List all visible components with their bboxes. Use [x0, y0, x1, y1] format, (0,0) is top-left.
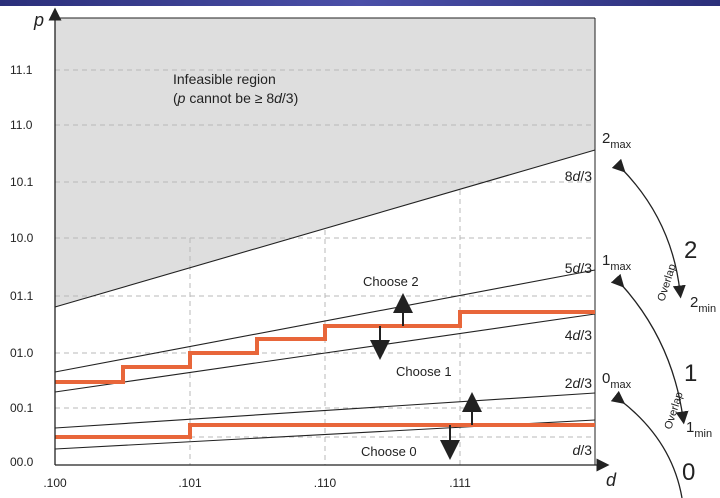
label-8d3: 8d/3: [565, 168, 592, 184]
bound-2max: 2max: [602, 130, 632, 151]
overlap-arc-1: [610, 273, 689, 425]
choose-2-label: Choose 2: [363, 274, 419, 289]
line-2d3: [54, 392, 596, 429]
choose-1-label: Choose 1: [396, 364, 452, 379]
overlap-arc-0: [610, 390, 683, 498]
line-8d3: [54, 149, 596, 308]
x-tick: .111: [449, 476, 471, 490]
staircase-upper: [55, 310, 595, 384]
y-tick: 10.1: [10, 175, 34, 189]
label-2d3: 2d/3: [565, 375, 592, 391]
y-tick: 11.1: [10, 63, 33, 77]
bound-2min: 2min: [690, 294, 716, 315]
y-tick: 10.0: [10, 231, 34, 245]
y-tick: 11.0: [10, 118, 33, 132]
y-tick: 01.0: [10, 346, 34, 360]
line-labels: 8d/3 5d/3 4d/3 2d/3 d/3: [565, 168, 592, 458]
y-tick: 01.1: [10, 289, 34, 303]
bound-1min: 1min: [686, 419, 712, 440]
label-d3: d/3: [573, 442, 593, 458]
region-number-1: 1: [684, 360, 697, 387]
line-5d3: [54, 269, 596, 373]
overlap-arrows: [610, 158, 689, 498]
region-number-0: 0: [682, 459, 695, 486]
y-tick: 00.0: [10, 455, 34, 469]
y-tick-labels: 11.1 11.0 10.1 10.0 01.1 01.0 00.1 00.0: [10, 63, 34, 469]
bound-0max: 0max: [602, 370, 632, 391]
y-axis-label: p: [33, 10, 44, 30]
header-bar: [0, 0, 720, 6]
infeasible-note: (p cannot be ≥ 8d/3): [173, 90, 298, 106]
label-5d3: 5d/3: [565, 260, 592, 276]
infeasible-title: Infeasible region: [173, 71, 276, 87]
decision-arrows: [370, 293, 482, 460]
region-number-2: 2: [684, 237, 697, 264]
x-tick: .100: [43, 476, 67, 490]
y-tick: 00.1: [10, 401, 34, 415]
x-tick: .101: [178, 476, 202, 490]
infeasible-region: [55, 18, 595, 307]
bound-1max: 1max: [602, 252, 632, 273]
x-tick: .110: [314, 476, 337, 490]
x-axis-label: d: [606, 470, 617, 490]
line-4d3: [54, 313, 596, 393]
x-tick-labels: .100 .101 .110 .111: [43, 476, 471, 490]
staircase-lower: [55, 423, 595, 439]
choose-0-label: Choose 0: [361, 444, 417, 459]
label-4d3: 4d/3: [565, 327, 592, 343]
overlap-label-2: Overlap: [655, 263, 678, 303]
